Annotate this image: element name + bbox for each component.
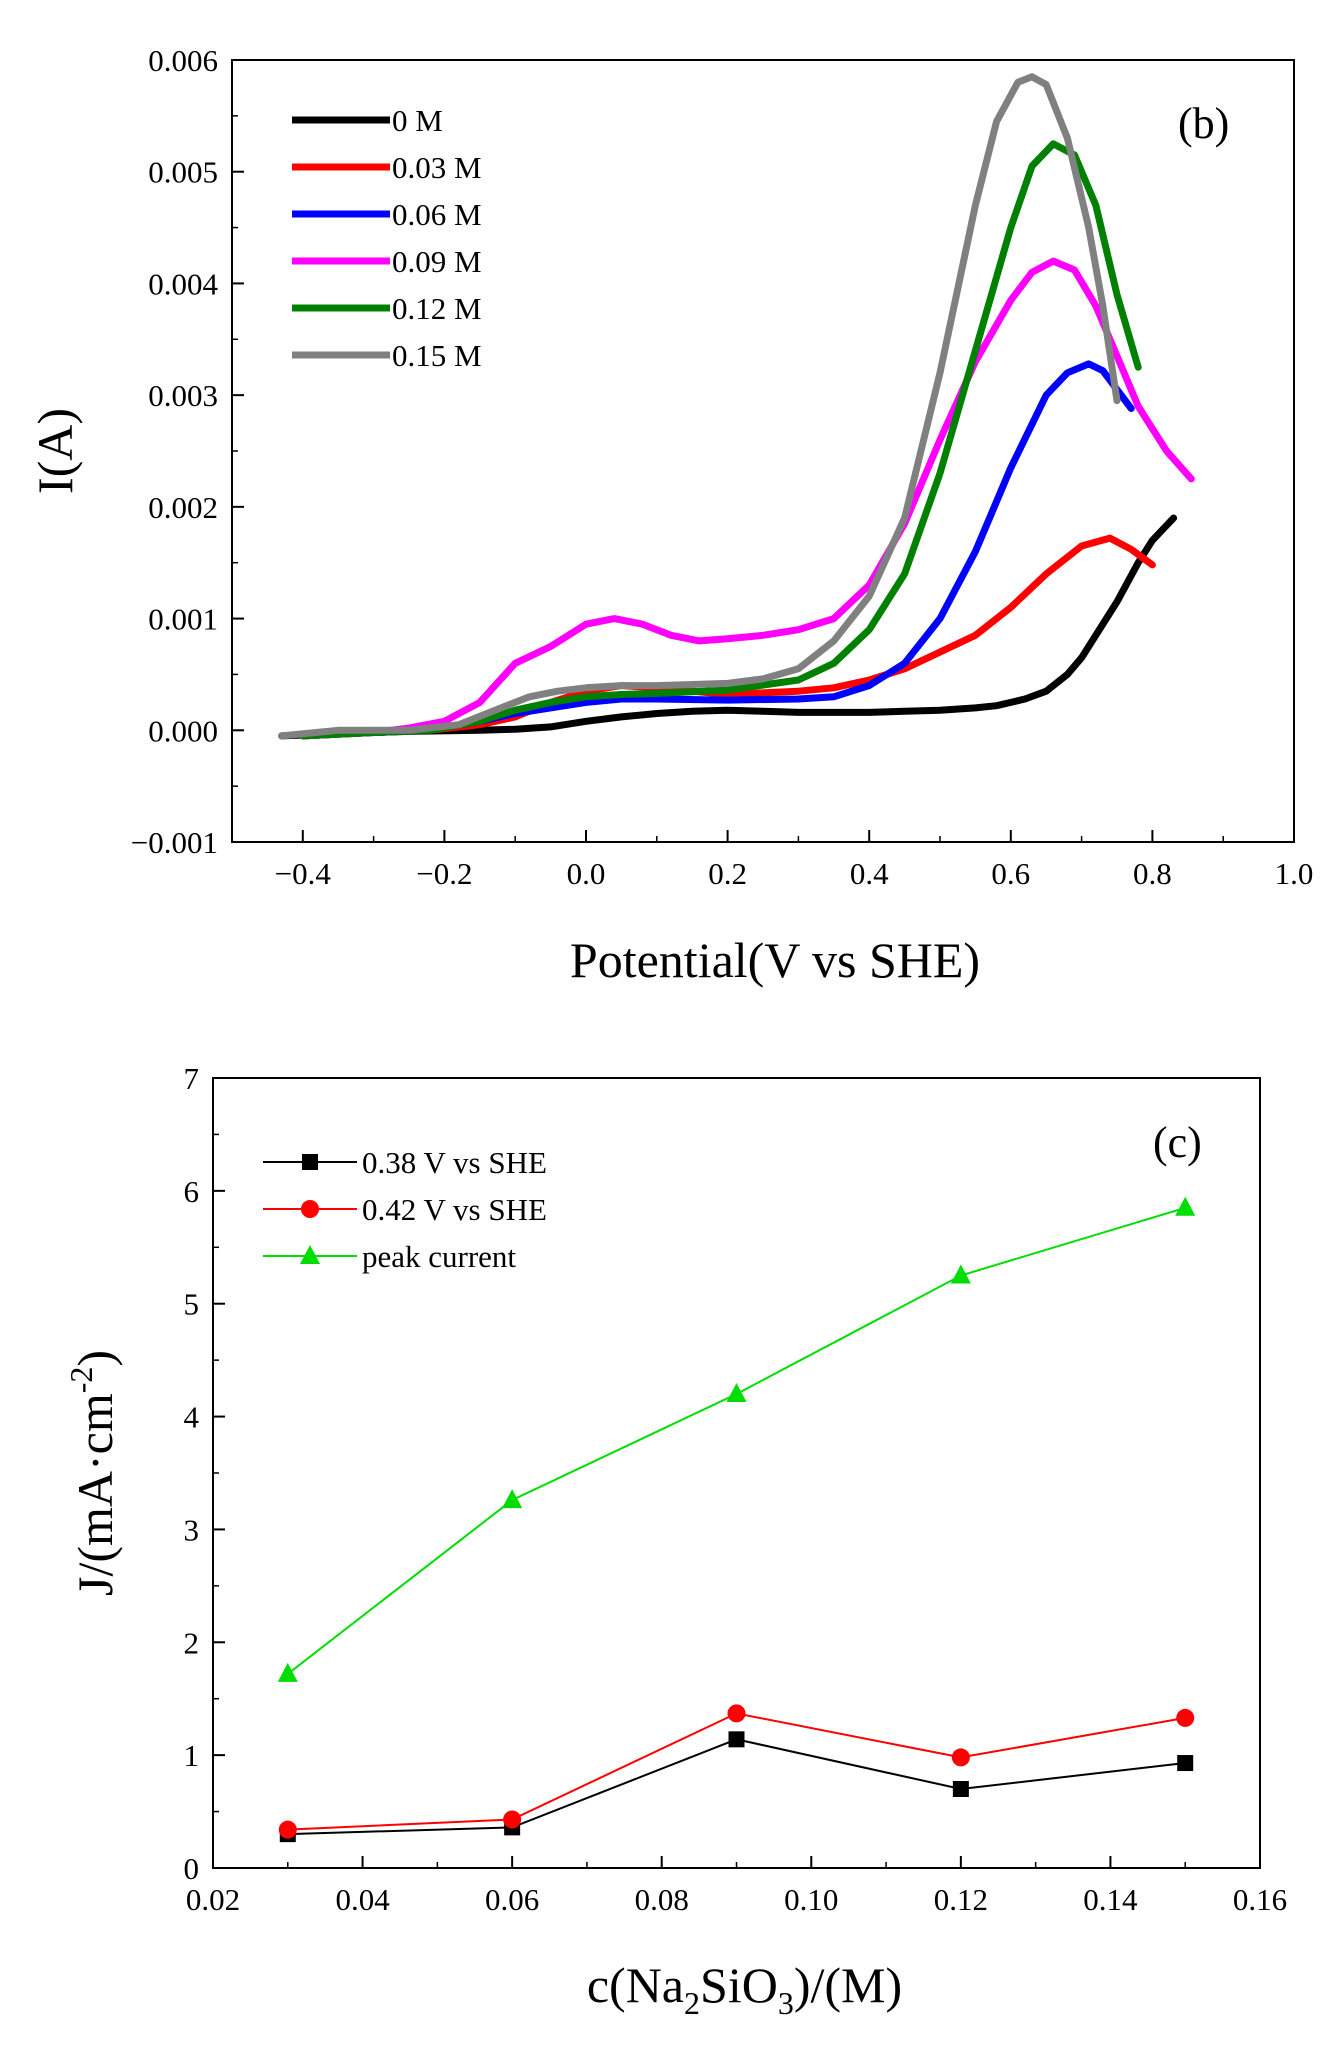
x-tick-label: 0.0 (567, 856, 606, 891)
chart-panel-b: −0.4 −0.2 0.0 0.2 0.4 0.6 0.8 1.0 −0.001 0.000 0.0… (27, 43, 1313, 988)
y-axis-label: J/(mA·cm-2) (63, 1350, 123, 1596)
data-point-2-3 (950, 1264, 971, 1284)
x-tick-label: 0.08 (635, 1882, 689, 1917)
series-line-4 (299, 140, 1142, 740)
x-axis-label: c(Na2SiO3)/(M) (587, 1957, 902, 2021)
x-tick-label: 0.6 (991, 856, 1030, 891)
x-tick-label: 0.14 (1083, 1882, 1138, 1917)
series-line-3 (299, 257, 1195, 740)
legend-label-2: peak current (362, 1239, 516, 1274)
x-label-part: )/(M) (794, 1957, 902, 2013)
legend-label-0: 0.38 V vs SHE (362, 1145, 547, 1180)
x-tick-label: 0.2 (708, 856, 747, 891)
x-tick-label: 0.06 (485, 1882, 539, 1917)
legend-label-1: 0.42 V vs SHE (362, 1192, 547, 1227)
data-point-1-1 (503, 1810, 522, 1829)
y-tick-label: 0.000 (148, 713, 218, 748)
y-tick-label: 0.003 (148, 378, 218, 413)
y-tick-label: 3 (184, 1512, 200, 1547)
x-axis-label: Potential(V vs SHE) (570, 932, 980, 988)
legend-label-1: 0.03 M (392, 150, 482, 185)
legend-marker-1 (301, 1200, 319, 1218)
x-label-subscript: 3 (778, 1985, 794, 2021)
x-tick-label: 0.12 (934, 1882, 988, 1917)
y-tick-label: −0.001 (131, 825, 218, 860)
data-point-2-0 (277, 1662, 298, 1682)
series-line-2 (287, 1206, 1186, 1675)
data-point-2-2 (726, 1383, 747, 1402)
y-tick-label: 0.004 (148, 266, 218, 301)
data-point-1-3 (951, 1748, 970, 1767)
y-tick-label: 5 (184, 1287, 200, 1322)
legend-marker-0 (302, 1154, 318, 1170)
legend-label-2: 0.06 M (392, 197, 482, 232)
x-label-subscript: 2 (684, 1985, 700, 2021)
y-tick-label: 0.006 (148, 43, 218, 78)
legend-marker-2 (300, 1245, 320, 1264)
series-line-1 (287, 1712, 1186, 1831)
y-axis-label: I(A) (27, 408, 83, 494)
y-tick-label: 6 (184, 1174, 200, 1209)
y-tick-label: 4 (184, 1400, 200, 1435)
data-point-1-0 (278, 1820, 297, 1839)
series-line-0 (287, 1738, 1186, 1836)
panel-label-c: (c) (1153, 1118, 1202, 1167)
data-point-1-2 (727, 1704, 746, 1723)
panel-label-b: (b) (1178, 99, 1229, 148)
legend-label-3: 0.09 M (392, 244, 482, 279)
y-tick-label: 0.002 (148, 490, 218, 525)
y-tick-label: 0.005 (148, 155, 218, 190)
x-tick-label: 0.02 (186, 1882, 240, 1917)
data-point-2-4 (1175, 1196, 1196, 1216)
series-line-0 (278, 514, 1178, 740)
x-tick-label: 0.10 (784, 1882, 838, 1917)
y-tick-label: 1 (184, 1738, 200, 1773)
series-line-2 (299, 360, 1135, 740)
y-tick-label: 2 (184, 1625, 200, 1660)
x-label-part: SiO (700, 1957, 778, 2013)
y-label-superscript: -2 (63, 1367, 99, 1394)
data-point-1-4 (1176, 1708, 1195, 1727)
data-point-2-1 (502, 1489, 523, 1509)
legend-label-4: 0.12 M (392, 291, 482, 326)
y-label-part: ) (67, 1350, 123, 1367)
legend-label-0: 0 M (392, 103, 443, 138)
x-tick-label: 0.04 (335, 1882, 390, 1917)
y-tick-label: 0.001 (148, 602, 218, 637)
legend-label-5: 0.15 M (392, 338, 482, 373)
x-tick-label: 1.0 (1275, 856, 1314, 891)
x-tick-label: −0.2 (416, 856, 472, 891)
data-point-0-3 (952, 1781, 969, 1797)
x-tick-label: 0.4 (850, 856, 889, 891)
y-tick-label: 0 (184, 1851, 200, 1886)
x-tick-label: 0.16 (1233, 1882, 1287, 1917)
x-label-part: c(Na (587, 1957, 684, 2013)
x-tick-label: 0.8 (1133, 856, 1172, 891)
series-line-5 (278, 73, 1121, 740)
chart-panel-c: 0.02 0.04 0.06 0.08 0.10 0.12 0.14 0.16 0 1 2 3 4 5 6 7… (63, 1061, 1287, 2021)
data-point-0-2 (728, 1731, 745, 1748)
x-tick-label: −0.4 (275, 856, 332, 891)
y-label-part: J/(mA·cm (67, 1393, 123, 1596)
y-tick-label: 7 (184, 1061, 200, 1096)
data-point-0-4 (1177, 1755, 1194, 1772)
